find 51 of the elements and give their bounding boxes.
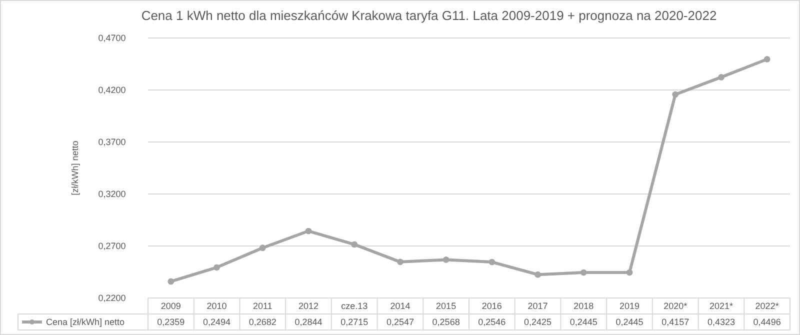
x-tick-label: 2009 (160, 301, 181, 312)
data-label: 0,2715 (340, 317, 368, 328)
data-label: 0,4157 (662, 317, 690, 328)
data-label: 0,2844 (294, 317, 322, 328)
point (764, 56, 770, 62)
point (168, 278, 174, 285)
x-tick-label: 2014 (390, 301, 410, 312)
data-label: 0,2445 (616, 317, 644, 328)
x-tick-label: 2017 (528, 301, 548, 312)
x-tick-label: cze.13 (341, 301, 368, 312)
point (718, 74, 724, 80)
data-label: 0,2359 (157, 317, 185, 328)
data-label: 0,4323 (707, 317, 735, 328)
data-label: 0,2494 (203, 317, 231, 328)
legend-label: Cena [zł/kWh] netto (46, 317, 125, 328)
point (626, 269, 633, 276)
y-tick-label: 0,3200 (98, 189, 126, 200)
x-tick-label: 2015 (436, 301, 456, 312)
data-label: 0,2546 (478, 317, 506, 328)
y-tick-label: 0,4700 (98, 33, 126, 44)
data-label: 0,4496 (753, 317, 781, 328)
data-label: 0,2445 (570, 317, 598, 328)
y-tick-label: 0,4200 (98, 85, 126, 96)
point (397, 258, 404, 266)
data-label: 0,2682 (248, 317, 276, 328)
y-tick-label: 0,2700 (98, 241, 126, 252)
data-label: 0,2547 (386, 317, 414, 328)
y-tick-label: 0,2200 (98, 293, 126, 304)
x-tick-label: 2012 (298, 301, 319, 312)
point (442, 256, 450, 263)
x-tick-label: 2018 (574, 301, 594, 312)
x-tick-label: 2021* (709, 301, 734, 312)
point (672, 91, 679, 98)
x-tick-label: 2011 (252, 301, 272, 312)
point (534, 271, 541, 278)
x-tick-label: 2022* (755, 301, 780, 312)
chart-title: Cena 1 kWh netto dla mieszkańców Krakowa taryfa G11. Lata 2009-2019 + prognoza na 2020-2022 (141, 8, 717, 23)
x-tick-label: 2010 (206, 301, 227, 312)
point (214, 264, 220, 271)
data-label: 0,2568 (432, 317, 460, 328)
point (488, 258, 496, 266)
y-tick-label: 0,3700 (98, 137, 126, 148)
point (259, 244, 266, 252)
y-axis-title: [zł/kWh] netto (70, 140, 80, 196)
point (580, 269, 587, 276)
point (351, 241, 358, 248)
x-tick-label: 2016 (482, 301, 502, 312)
x-tick-label: 2020* (664, 301, 688, 312)
data-label: 0,2425 (524, 317, 552, 328)
x-tick-label: 2019 (619, 301, 640, 312)
point (305, 228, 312, 234)
